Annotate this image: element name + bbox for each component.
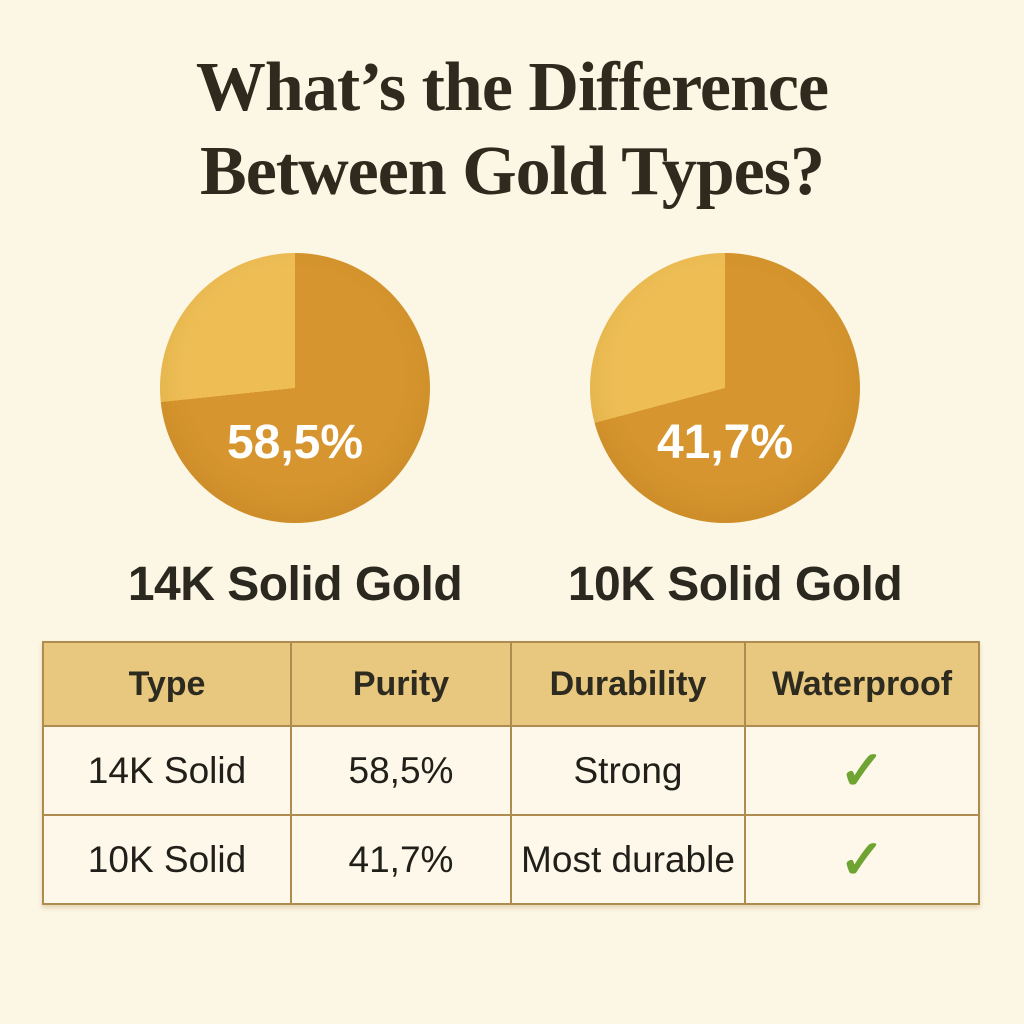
checkmark-icon-10k: ✓ (746, 816, 978, 903)
column-header-purity: Purity (292, 643, 510, 725)
column-header-type: Type (44, 643, 290, 725)
pie-caption-10k: 10K Solid Gold (567, 558, 903, 611)
pie-chart-10k-gold: 41,7% (590, 253, 860, 523)
pie-value-label-10k: 41,7% (656, 416, 794, 469)
table-cell-type-14k: 14K Solid (44, 727, 290, 814)
page-title: What’s the Difference Between Gold Types? (0, 46, 1024, 214)
pie-caption-14k: 14K Solid Gold (127, 558, 463, 611)
checkmark-icon-14k: ✓ (746, 727, 978, 814)
table-cell-type-10k: 10K Solid (44, 816, 290, 903)
comparison-table: Type Purity Durability Waterproof 14K So… (42, 641, 980, 905)
pie-value-label-14k: 58,5% (226, 416, 364, 469)
table-cell-durability-14k: Strong (512, 727, 744, 814)
title-line-2: Between Gold Types? (200, 133, 825, 210)
pie-chart-14k-gold: 58,5% (160, 253, 430, 523)
table-cell-durability-10k: Most durable (512, 816, 744, 903)
table-cell-purity-14k: 58,5% (292, 727, 510, 814)
table-cell-purity-10k: 41,7% (292, 816, 510, 903)
title-line-1: What’s the Difference (195, 49, 829, 126)
column-header-durability: Durability (512, 643, 744, 725)
column-header-waterproof: Waterproof (746, 643, 978, 725)
